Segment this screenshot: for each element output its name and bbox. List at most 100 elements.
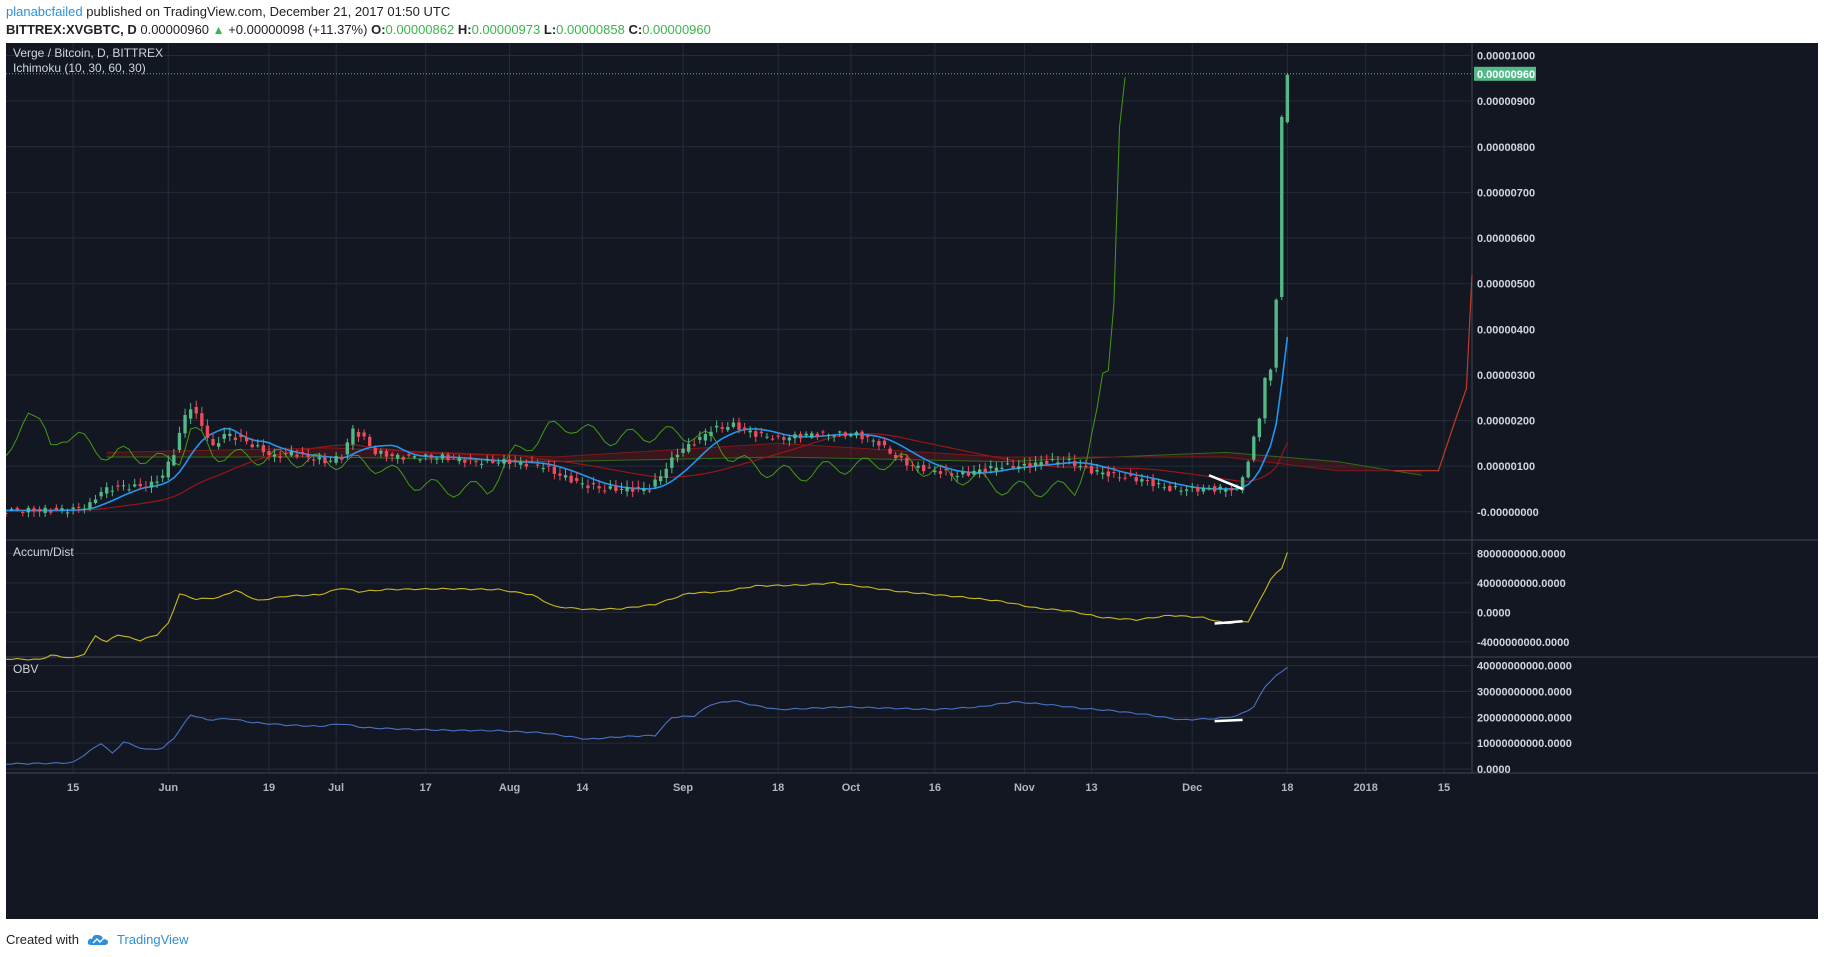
tradingview-brand-link[interactable]: TradingView (116, 932, 189, 947)
candle-body (289, 450, 294, 456)
candle-body (1000, 467, 1004, 469)
candle-body (244, 437, 249, 442)
x-tick-label: 14 (576, 782, 589, 794)
candle-body (698, 436, 702, 440)
candle-body (396, 454, 400, 459)
candle-body (507, 459, 512, 465)
y-tick-label: 0.0000 (1477, 764, 1511, 776)
candle-body (754, 431, 758, 437)
close-label: C: (628, 22, 643, 37)
candle-body (1207, 487, 1211, 490)
candle-body (580, 483, 585, 485)
candle-body (1224, 489, 1228, 492)
y-tick-label: 10000000000.0000 (1477, 738, 1572, 750)
x-tick-label: Jun (158, 782, 178, 794)
candle-body (519, 461, 523, 465)
candle-body (933, 470, 937, 473)
candle-body (216, 443, 221, 447)
x-tick-label: 19 (263, 782, 275, 794)
candle-body (636, 486, 640, 488)
candle-body (765, 436, 769, 438)
candle-body (552, 466, 557, 474)
candle-body (267, 451, 271, 456)
chart-svg[interactable]: 15 Jun 19 Jul 17 Aug 14 Sep 18 Oct 16 Nov 13 Dec 18 201… (4, 43, 1818, 919)
main-chart-title: Verge / Bitcoin, D, BITTREX (13, 46, 163, 60)
candle-body (474, 461, 478, 463)
y-tick-label: 4000000000.0000 (1477, 578, 1566, 590)
candle-body (1218, 486, 1222, 490)
candle-body (105, 487, 109, 494)
candle-body (1134, 477, 1138, 482)
conversion-line (6, 336, 1289, 512)
high-value: 0.00000973 (471, 22, 541, 37)
high-label: H: (457, 22, 472, 37)
candle-body (977, 469, 982, 474)
x-tick-label: 15 (67, 782, 79, 794)
candle-body (849, 434, 853, 437)
trendline-annotation (1208, 474, 1244, 491)
candle-body (798, 433, 803, 439)
candle-body (966, 471, 971, 476)
x-tick-label: 18 (772, 782, 784, 794)
candle-body (513, 460, 517, 462)
candle-body (368, 436, 372, 447)
candle-body (631, 487, 635, 492)
candle-body (1190, 486, 1194, 488)
candle-body (731, 422, 736, 427)
candle-body (121, 485, 126, 487)
author-link[interactable]: planabcfailed (6, 4, 83, 19)
open-label: O: (371, 22, 386, 37)
candle-body (938, 471, 943, 474)
candle-body (43, 507, 47, 513)
low-label: L: (543, 22, 557, 37)
candle-body (49, 511, 53, 513)
candle-body (345, 442, 349, 455)
candle-body (82, 508, 87, 510)
candle-body (110, 490, 114, 492)
symbol-line: BITTREX:XVGBTC, D 0.00000960 ▲ +0.000000… (6, 22, 711, 37)
candle-body (351, 428, 355, 445)
candle-body (1212, 486, 1217, 492)
candle-body (1274, 299, 1278, 368)
chart-area[interactable]: 15 Jun 19 Jul 17 Aug 14 Sep 18 Oct 16 Nov 13 Dec 18 201… (4, 43, 1818, 919)
candle-body (899, 455, 903, 458)
candle-body (670, 457, 674, 468)
candle-body (485, 458, 489, 461)
candle-body (239, 434, 243, 438)
change-arrow-icon: ▲ (212, 23, 225, 37)
candle-body (429, 454, 433, 458)
candle-body (451, 456, 456, 459)
candle-body (558, 473, 562, 476)
candle-body (233, 437, 238, 440)
candle-body (435, 458, 439, 460)
x-tick-label: Oct (842, 782, 861, 794)
candle-body (278, 456, 282, 458)
candle-body (334, 456, 338, 463)
candle-body (256, 445, 260, 447)
close-value: 0.00000960 (642, 22, 711, 37)
candle-body (524, 463, 529, 467)
candle-body (1112, 472, 1116, 474)
candle-body (591, 482, 596, 485)
y-tick-label: 0.00000800 (1477, 142, 1535, 154)
candle-body (317, 457, 322, 460)
lagging-span (5, 77, 1126, 498)
candle-body (535, 464, 540, 466)
y-tick-label: 8000000000.0000 (1477, 548, 1566, 560)
candle-body (99, 491, 103, 497)
candle-body (1257, 418, 1262, 438)
candle-body (1280, 116, 1284, 297)
candle-body (877, 441, 881, 446)
candle-body (1106, 471, 1110, 477)
candle-body (608, 486, 612, 489)
candle-body (1229, 488, 1234, 491)
candle-body (93, 499, 98, 504)
candle-body (116, 485, 120, 487)
candle-body (418, 459, 422, 461)
y-tick-label: 0.00000100 (1477, 461, 1535, 473)
candle-body (200, 413, 204, 426)
candle-body (1151, 478, 1155, 487)
candle-body (1196, 487, 1200, 492)
candle-body (989, 466, 993, 469)
candle-body (1123, 477, 1127, 479)
